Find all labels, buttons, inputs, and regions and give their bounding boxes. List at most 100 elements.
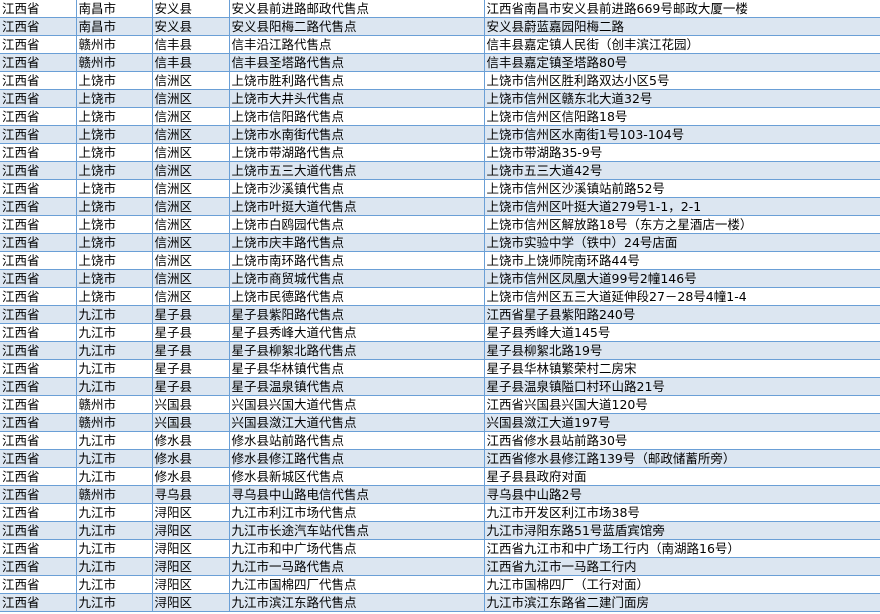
outlet-name-cell[interactable]: 星子县紫阳路代售点 xyxy=(229,305,485,324)
city-cell[interactable]: 九江市 xyxy=(76,359,153,378)
province-cell[interactable]: 江西省 xyxy=(0,557,77,576)
city-cell[interactable]: 九江市 xyxy=(76,539,153,558)
outlet-name-cell[interactable]: 上饶市信阳路代售点 xyxy=(229,107,485,126)
address-cell[interactable]: 江西省兴国县兴国大道120号 xyxy=(484,395,880,414)
city-cell[interactable]: 九江市 xyxy=(76,377,153,396)
address-cell[interactable]: 九江市浔阳东路51号蓝盾宾馆旁 xyxy=(484,521,880,540)
address-cell[interactable]: 上饶市信州区解放路18号（东方之星酒店一楼） xyxy=(484,215,880,234)
district-cell[interactable]: 信洲区 xyxy=(152,179,230,198)
province-cell[interactable]: 江西省 xyxy=(0,449,77,468)
district-cell[interactable]: 星子县 xyxy=(152,377,230,396)
city-cell[interactable]: 赣州市 xyxy=(76,485,153,504)
address-cell[interactable]: 信丰县嘉定镇人民街（创丰滨江花园） xyxy=(484,35,880,54)
city-cell[interactable]: 九江市 xyxy=(76,503,153,522)
province-cell[interactable]: 江西省 xyxy=(0,323,77,342)
address-cell[interactable]: 星子县秀峰大道145号 xyxy=(484,323,880,342)
city-cell[interactable]: 九江市 xyxy=(76,557,153,576)
province-cell[interactable]: 江西省 xyxy=(0,287,77,306)
outlet-name-cell[interactable]: 上饶市水南街代售点 xyxy=(229,125,485,144)
outlet-name-cell[interactable]: 修水县站前路代售点 xyxy=(229,431,485,450)
outlet-name-cell[interactable]: 星子县柳絮北路代售点 xyxy=(229,341,485,360)
province-cell[interactable]: 江西省 xyxy=(0,341,77,360)
city-cell[interactable]: 九江市 xyxy=(76,449,153,468)
address-cell[interactable]: 江西省修水县站前路30号 xyxy=(484,431,880,450)
district-cell[interactable]: 信洲区 xyxy=(152,107,230,126)
outlet-name-cell[interactable]: 星子县华林镇代售点 xyxy=(229,359,485,378)
outlet-name-cell[interactable]: 九江市和中广场代售点 xyxy=(229,539,485,558)
outlet-name-cell[interactable]: 上饶市大井头代售点 xyxy=(229,89,485,108)
outlet-name-cell[interactable]: 安义县前进路邮政代售点 xyxy=(229,0,485,18)
province-cell[interactable]: 江西省 xyxy=(0,215,77,234)
city-cell[interactable]: 九江市 xyxy=(76,341,153,360)
outlet-name-cell[interactable]: 寻乌县中山路电信代售点 xyxy=(229,485,485,504)
address-cell[interactable]: 上饶市信州区水南街1号103-104号 xyxy=(484,125,880,144)
district-cell[interactable]: 星子县 xyxy=(152,323,230,342)
address-cell[interactable]: 九江市国棉四厂（工行对面） xyxy=(484,575,880,594)
outlet-name-cell[interactable]: 信丰县圣塔路代售点 xyxy=(229,53,485,72)
district-cell[interactable]: 信洲区 xyxy=(152,197,230,216)
province-cell[interactable]: 江西省 xyxy=(0,503,77,522)
province-cell[interactable]: 江西省 xyxy=(0,431,77,450)
address-cell[interactable]: 上饶市信州区五三大道延伸段27－28号4幢1-4 xyxy=(484,287,880,306)
address-cell[interactable]: 江西省九江市一马路工行内 xyxy=(484,557,880,576)
city-cell[interactable]: 九江市 xyxy=(76,323,153,342)
district-cell[interactable]: 信洲区 xyxy=(152,287,230,306)
outlet-name-cell[interactable]: 星子县温泉镇代售点 xyxy=(229,377,485,396)
address-cell[interactable]: 星子县县政府对面 xyxy=(484,467,880,486)
province-cell[interactable]: 江西省 xyxy=(0,233,77,252)
outlet-name-cell[interactable]: 上饶市南环路代售点 xyxy=(229,251,485,270)
address-cell[interactable]: 上饶市信州区赣东北大道32号 xyxy=(484,89,880,108)
address-cell[interactable]: 星子县柳絮北路19号 xyxy=(484,341,880,360)
address-cell[interactable]: 上饶市实验中学（铁中）24号店面 xyxy=(484,233,880,252)
district-cell[interactable]: 寻乌县 xyxy=(152,485,230,504)
city-cell[interactable]: 九江市 xyxy=(76,467,153,486)
district-cell[interactable]: 信洲区 xyxy=(152,89,230,108)
outlet-name-cell[interactable]: 修水县修江路代售点 xyxy=(229,449,485,468)
province-cell[interactable]: 江西省 xyxy=(0,593,77,612)
address-cell[interactable]: 兴国县潋江大道197号 xyxy=(484,413,880,432)
address-cell[interactable]: 上饶市信州区胜利路双达小区5号 xyxy=(484,71,880,90)
district-cell[interactable]: 信洲区 xyxy=(152,233,230,252)
province-cell[interactable]: 江西省 xyxy=(0,143,77,162)
address-cell[interactable]: 星子县温泉镇隘口村环山路21号 xyxy=(484,377,880,396)
district-cell[interactable]: 信洲区 xyxy=(152,215,230,234)
outlet-name-cell[interactable]: 兴国县潋江大道代售点 xyxy=(229,413,485,432)
province-cell[interactable]: 江西省 xyxy=(0,251,77,270)
address-cell[interactable]: 江西省星子县紫阳路240号 xyxy=(484,305,880,324)
address-cell[interactable]: 寻乌县中山路2号 xyxy=(484,485,880,504)
city-cell[interactable]: 赣州市 xyxy=(76,35,153,54)
province-cell[interactable]: 江西省 xyxy=(0,413,77,432)
outlet-name-cell[interactable]: 上饶市五三大道代售点 xyxy=(229,161,485,180)
district-cell[interactable]: 安义县 xyxy=(152,0,230,18)
district-cell[interactable]: 信洲区 xyxy=(152,161,230,180)
district-cell[interactable]: 兴国县 xyxy=(152,413,230,432)
district-cell[interactable]: 星子县 xyxy=(152,305,230,324)
address-cell[interactable]: 上饶市信州区沙溪镇站前路52号 xyxy=(484,179,880,198)
outlet-name-cell[interactable]: 信丰沿江路代售点 xyxy=(229,35,485,54)
district-cell[interactable]: 浔阳区 xyxy=(152,521,230,540)
address-cell[interactable]: 江西省修水县修江路139号（邮政储蓄所旁） xyxy=(484,449,880,468)
district-cell[interactable]: 浔阳区 xyxy=(152,503,230,522)
province-cell[interactable]: 江西省 xyxy=(0,467,77,486)
address-cell[interactable]: 星子县华林镇繁荣村二房宋 xyxy=(484,359,880,378)
outlet-name-cell[interactable]: 安义县阳梅二路代售点 xyxy=(229,17,485,36)
address-cell[interactable]: 上饶市信州区信阳路18号 xyxy=(484,107,880,126)
district-cell[interactable]: 信丰县 xyxy=(152,35,230,54)
district-cell[interactable]: 信洲区 xyxy=(152,269,230,288)
address-cell[interactable]: 上饶市信州区凤凰大道99号2幢146号 xyxy=(484,269,880,288)
province-cell[interactable]: 江西省 xyxy=(0,53,77,72)
city-cell[interactable]: 九江市 xyxy=(76,575,153,594)
district-cell[interactable]: 信洲区 xyxy=(152,71,230,90)
city-cell[interactable]: 南昌市 xyxy=(76,17,153,36)
district-cell[interactable]: 浔阳区 xyxy=(152,539,230,558)
city-cell[interactable]: 赣州市 xyxy=(76,395,153,414)
city-cell[interactable]: 上饶市 xyxy=(76,179,153,198)
city-cell[interactable]: 上饶市 xyxy=(76,107,153,126)
city-cell[interactable]: 赣州市 xyxy=(76,413,153,432)
city-cell[interactable]: 上饶市 xyxy=(76,251,153,270)
province-cell[interactable]: 江西省 xyxy=(0,377,77,396)
city-cell[interactable]: 九江市 xyxy=(76,521,153,540)
outlet-name-cell[interactable]: 九江市国棉四厂代售点 xyxy=(229,575,485,594)
city-cell[interactable]: 九江市 xyxy=(76,305,153,324)
address-cell[interactable]: 上饶市带湖路35-9号 xyxy=(484,143,880,162)
